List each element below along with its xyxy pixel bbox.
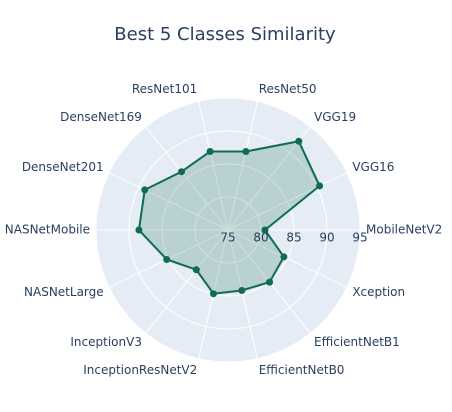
category-label: EfficientNetB1 (314, 335, 400, 349)
data-point (178, 168, 186, 176)
category-label: InceptionV3 (70, 335, 142, 349)
data-point (316, 182, 324, 190)
angular-grid-line (145, 229, 229, 334)
chart-title: Best 5 Classes Similarity (114, 24, 336, 45)
category-label: DenseNet201 (22, 160, 104, 174)
data-point (141, 186, 149, 194)
category-label: ResNet50 (259, 82, 317, 96)
category-label: VGG16 (352, 160, 394, 174)
data-point (295, 137, 303, 145)
data-point (242, 147, 250, 155)
angular-grid-line (227, 172, 348, 231)
data-point (280, 253, 288, 261)
data-point (192, 266, 200, 274)
angular-grid-line (227, 229, 348, 288)
category-label: EfficientNetB0 (259, 363, 345, 377)
radial-tick-label: 90 (319, 231, 334, 245)
angular-grid-line (227, 101, 258, 231)
data-point (238, 286, 246, 294)
data-point (266, 278, 274, 286)
category-label: VGG19 (314, 110, 356, 124)
angular-grid-line (227, 126, 311, 231)
angular-grid-line (198, 101, 229, 231)
radial-tick-label: 95 (352, 231, 367, 245)
category-label: ResNet101 (132, 82, 197, 96)
angular-grid-line (108, 172, 229, 231)
category-label: NASNetMobile (5, 223, 90, 237)
radial-tick-label: 80 (253, 231, 268, 245)
radial-tick-label: 85 (286, 231, 301, 245)
radial-tick-label: 75 (220, 231, 235, 245)
category-label: DenseNet169 (60, 110, 142, 124)
category-label: NASNetLarge (24, 285, 104, 299)
data-point (163, 255, 171, 263)
data-point (209, 290, 217, 298)
data-point (261, 226, 269, 234)
category-label: MobileNetV2 (366, 223, 442, 237)
angular-grid-line (227, 229, 258, 359)
category-label: Xception (352, 285, 405, 299)
data-point (206, 147, 214, 155)
category-label: InceptionResNetV2 (83, 363, 197, 377)
data-point (135, 226, 143, 234)
angular-grid-line (145, 126, 229, 231)
